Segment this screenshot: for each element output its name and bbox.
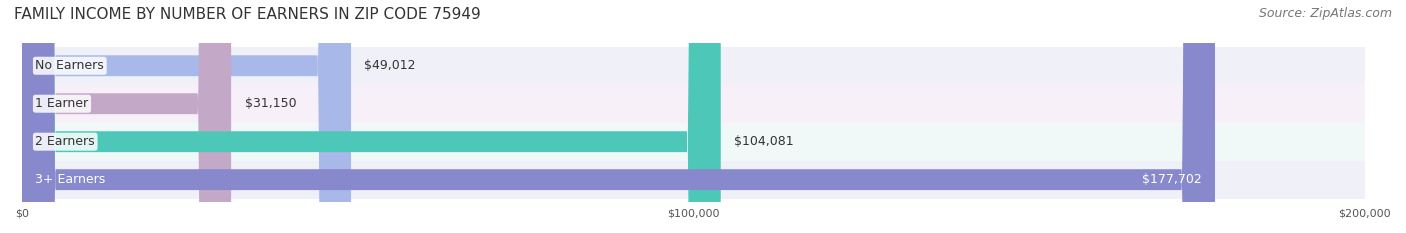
Text: 2 Earners: 2 Earners xyxy=(35,135,96,148)
Text: FAMILY INCOME BY NUMBER OF EARNERS IN ZIP CODE 75949: FAMILY INCOME BY NUMBER OF EARNERS IN ZI… xyxy=(14,7,481,22)
Text: No Earners: No Earners xyxy=(35,59,104,72)
FancyBboxPatch shape xyxy=(22,0,231,233)
FancyBboxPatch shape xyxy=(22,0,351,233)
Text: $104,081: $104,081 xyxy=(734,135,794,148)
FancyBboxPatch shape xyxy=(22,0,721,233)
Bar xyxy=(22,161,1365,199)
Text: $177,702: $177,702 xyxy=(1142,173,1202,186)
Bar xyxy=(22,123,1365,161)
Text: 3+ Earners: 3+ Earners xyxy=(35,173,105,186)
Text: $49,012: $49,012 xyxy=(364,59,416,72)
Bar xyxy=(22,85,1365,123)
Text: $31,150: $31,150 xyxy=(245,97,297,110)
FancyBboxPatch shape xyxy=(22,0,1215,233)
Bar xyxy=(22,47,1365,85)
Text: 1 Earner: 1 Earner xyxy=(35,97,89,110)
Text: Source: ZipAtlas.com: Source: ZipAtlas.com xyxy=(1258,7,1392,20)
